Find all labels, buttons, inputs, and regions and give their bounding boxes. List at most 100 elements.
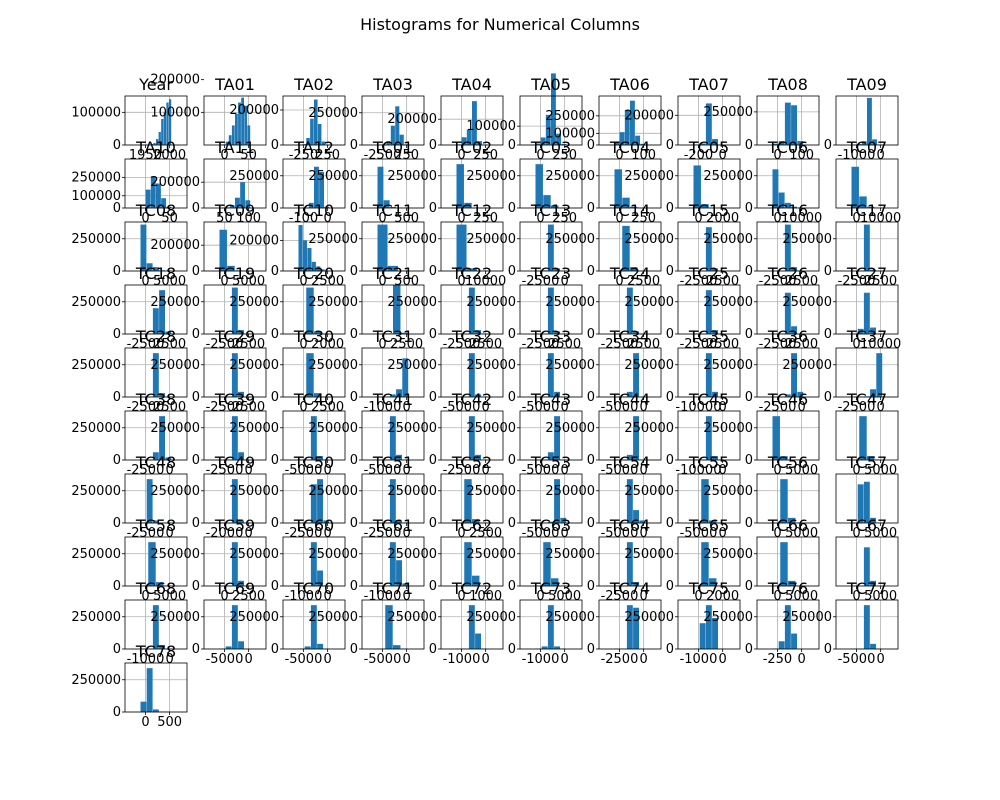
- histogram-bar: [225, 141, 229, 145]
- histogram-bar: [396, 560, 402, 586]
- x-tick-label: 0: [220, 589, 228, 604]
- histogram-bar: [712, 330, 718, 334]
- histogram-bar: [235, 197, 240, 208]
- axes-frame: [282, 473, 346, 524]
- axes-frame: [677, 347, 741, 398]
- x-tick-label: 0: [457, 589, 465, 604]
- y-tick-label: 250000: [71, 295, 121, 310]
- axes-frame: [598, 347, 662, 398]
- y-tick-label: 0: [745, 453, 753, 468]
- y-tick-label: 250000: [545, 109, 595, 124]
- histogram-bar: [784, 224, 791, 271]
- x-tick-label: 0: [560, 526, 568, 541]
- y-tick-label: 0: [508, 264, 516, 279]
- histogram-bar: [238, 580, 244, 586]
- panel-title: TC07: [846, 138, 887, 157]
- histogram-bar: [396, 520, 402, 523]
- y-tick-label: 0: [429, 516, 437, 531]
- histogram-bar: [306, 287, 314, 334]
- panel-title: TC43: [530, 390, 571, 409]
- y-tick-label: 250000: [150, 610, 200, 625]
- axes-frame: [361, 221, 425, 272]
- histogram-bar: [238, 102, 241, 145]
- y-tick-label: 200000: [624, 108, 674, 123]
- y-tick-label: 250000: [624, 547, 674, 562]
- panel-title: TC51: [372, 453, 413, 472]
- histogram-bar: [319, 171, 325, 208]
- x-tick-label: 0: [457, 211, 465, 226]
- histogram-bar: [540, 137, 546, 145]
- y-tick-label: 0: [745, 642, 753, 657]
- y-tick-label: 250000: [387, 358, 437, 373]
- histogram-bar: [152, 308, 159, 334]
- axes-frame: [835, 347, 899, 398]
- histogram-bar: [633, 607, 639, 649]
- histogram-bar: [797, 141, 804, 145]
- x-tick-label: 0: [773, 526, 781, 541]
- histogram-bar: [633, 510, 639, 523]
- histogram-bar: [161, 198, 167, 208]
- panel-title: TA03: [372, 75, 413, 94]
- y-tick-label: 250000: [229, 295, 279, 310]
- panel-title: TC21: [372, 264, 413, 283]
- histogram-bar: [316, 266, 321, 271]
- y-tick-label: 0: [271, 138, 279, 153]
- histogram-bar: [475, 633, 481, 649]
- panel-title: TC19: [214, 264, 255, 283]
- histogram-bar: [709, 578, 717, 586]
- panel-title: TC55: [688, 453, 729, 472]
- histogram-bar: [554, 391, 560, 397]
- histogram-bar: [640, 143, 646, 145]
- y-tick-label: 100000: [150, 105, 200, 120]
- y-tick-label: 0: [271, 516, 279, 531]
- panel-title: TC47: [846, 390, 887, 409]
- histogram-bar: [389, 479, 396, 523]
- panel-title: TC04: [609, 138, 650, 157]
- panel-title: TC28: [135, 327, 176, 346]
- panel-title: TC36: [767, 327, 808, 346]
- histogram-bar: [302, 240, 308, 271]
- x-tick-label: 0: [402, 589, 410, 604]
- histogram-bar: [245, 200, 251, 208]
- y-tick-label: 0: [271, 201, 279, 216]
- histogram-bar: [390, 125, 395, 145]
- y-tick-label: 0: [429, 138, 437, 153]
- histogram-bar: [791, 326, 797, 334]
- x-tick-label: 0: [718, 148, 726, 163]
- panel-title: TC27: [846, 264, 887, 283]
- histogram-bar: [870, 269, 876, 271]
- histogram-bar: [699, 143, 706, 145]
- histogram-bar: [863, 547, 870, 586]
- y-tick-label: 250000: [624, 169, 674, 184]
- panel-title: TC37: [846, 327, 887, 346]
- axes-frame: [361, 95, 425, 146]
- histogram-bar: [377, 166, 384, 208]
- y-tick-label: 250000: [545, 610, 595, 625]
- histogram-bar: [851, 166, 859, 208]
- histogram-bar: [791, 633, 797, 649]
- histogram-bar: [231, 287, 238, 334]
- axes-frame: [440, 473, 504, 524]
- y-tick-label: 250000: [466, 484, 516, 499]
- histogram-bar: [298, 225, 303, 271]
- y-tick-label: 0: [587, 390, 595, 405]
- y-tick-label: 250000: [229, 421, 279, 436]
- axes-frame: [756, 536, 820, 587]
- histogram-bar: [772, 416, 780, 460]
- panel-title: TC61: [372, 516, 413, 535]
- histogram-bar: [705, 605, 712, 649]
- y-tick-label: 250000: [703, 105, 753, 120]
- histogram-bar: [867, 206, 875, 208]
- histogram-bar: [547, 353, 554, 397]
- x-tick-label: 0: [165, 463, 173, 478]
- histogram-bar: [310, 605, 317, 649]
